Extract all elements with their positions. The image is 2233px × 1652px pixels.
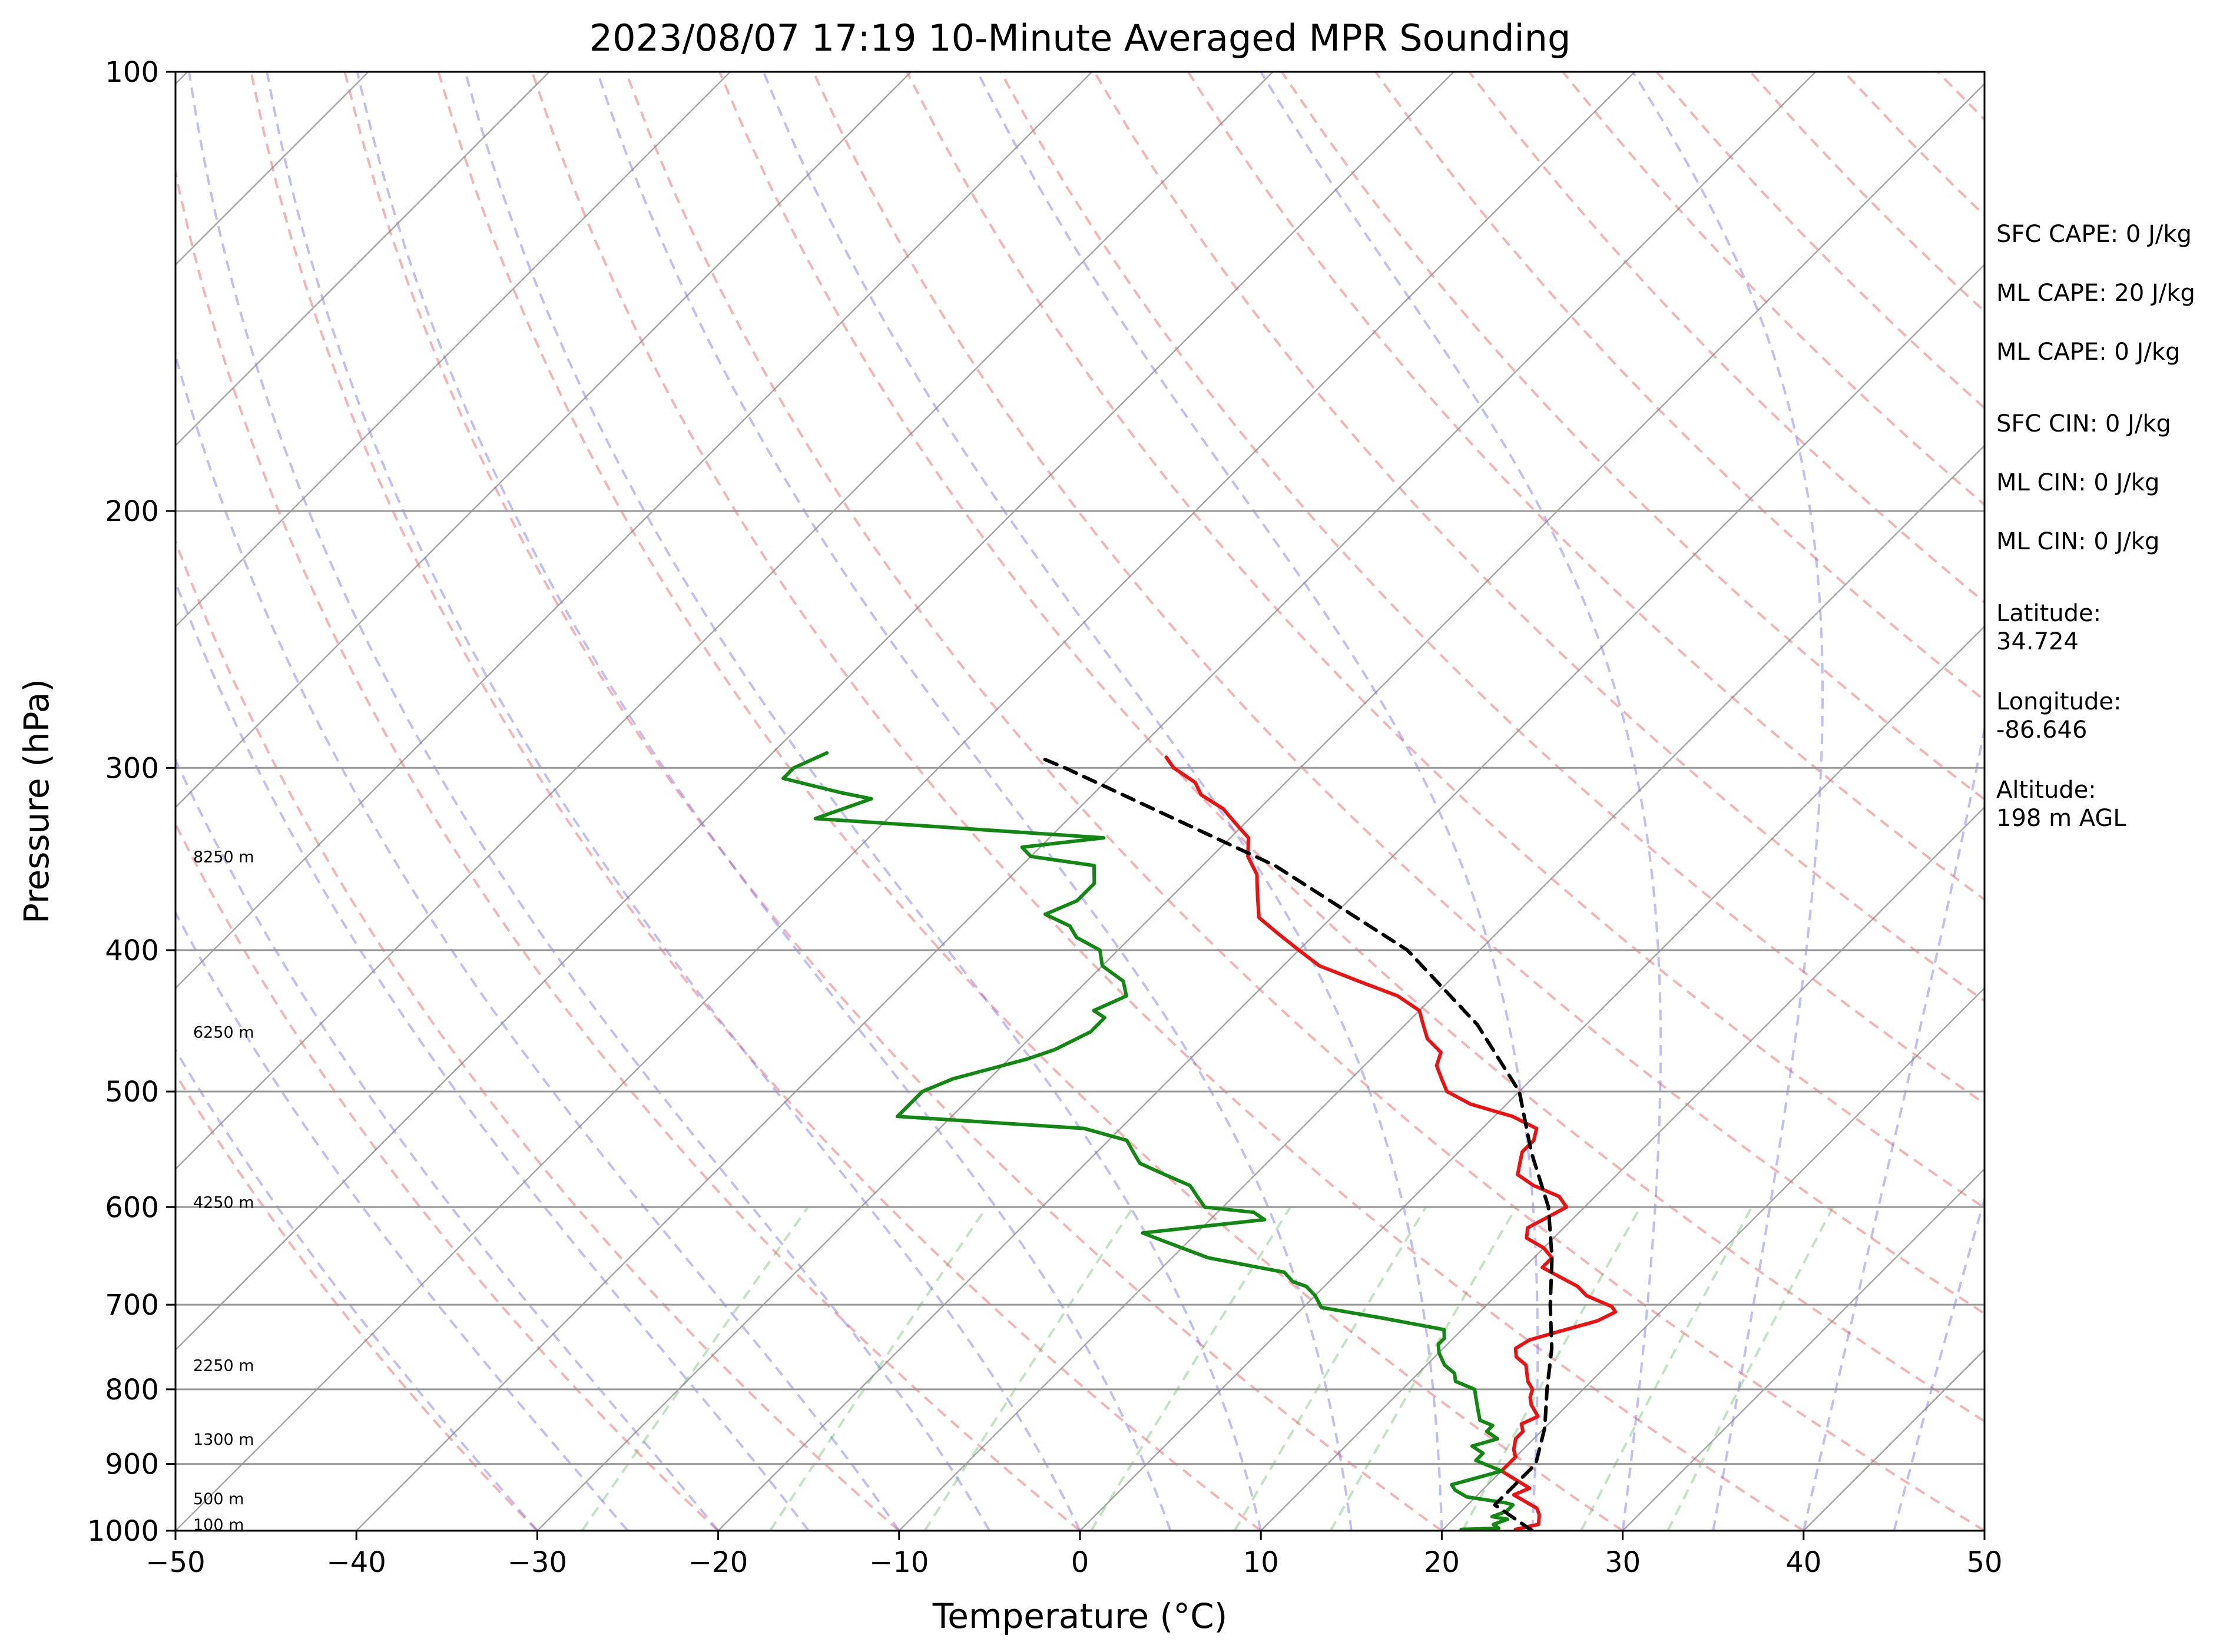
isotherm-line <box>0 72 6 1531</box>
y-axis-label: Pressure (hPa) <box>16 679 57 924</box>
dry-adiabat <box>624 72 1984 1531</box>
y-tick-label: 1000 <box>87 1515 159 1548</box>
x-tick-label: 20 <box>1424 1546 1460 1579</box>
isotherm-line <box>536 82 1984 1531</box>
moist-adiabat <box>976 72 1539 1531</box>
ml-cin-text-1: ML CIN: 0 J/kg <box>1996 469 2160 496</box>
latitude-text: Latitude: 34.724 <box>1996 600 2102 655</box>
y-tick-label: 900 <box>105 1448 159 1481</box>
x-tick-label: 40 <box>1785 1546 1821 1579</box>
moist-adiabat <box>1893 1195 1984 1531</box>
dry-adiabat <box>437 72 1624 1531</box>
dry-adiabat <box>175 821 719 1531</box>
dry-adiabat <box>343 72 1443 1531</box>
moist-adiabat <box>356 72 1172 1531</box>
moist-adiabat <box>762 72 1443 1531</box>
y-tick-label: 100 <box>105 56 159 89</box>
dewpoint-line <box>781 751 1515 1531</box>
height-label: 6250 m <box>193 1024 254 1042</box>
isotherm-line <box>356 72 1817 1531</box>
altitude-text: Altitude: 198 m AGL <box>1996 777 2126 832</box>
ml-cin-text-2: ML CIN: 0 J/kg <box>1996 528 2160 555</box>
height-label: 100 m <box>193 1516 244 1534</box>
isotherm-line <box>175 72 1274 1170</box>
dry-adiabat <box>906 72 1984 1209</box>
dry-adiabat <box>1093 72 1984 1003</box>
height-label: 2250 m <box>193 1357 254 1375</box>
sfc-cin-text: SFC CIN: 0 J/kg <box>1996 410 2171 437</box>
height-label: 1300 m <box>193 1431 254 1449</box>
isotherm-line <box>175 72 1635 1531</box>
moist-adiabat <box>1802 722 1984 1531</box>
dry-adiabat <box>250 72 1262 1531</box>
y-tick-label: 300 <box>105 752 159 785</box>
moist-adiabat <box>1260 72 1662 1531</box>
x-tick-label: 10 <box>1243 1546 1279 1579</box>
x-tick-label: −30 <box>508 1546 567 1579</box>
parcel-line <box>1038 755 1554 1531</box>
isotherm-line <box>175 72 912 808</box>
dry-adiabat <box>2219 72 2233 1531</box>
plot-background <box>175 72 1984 1531</box>
moist-adiabat <box>596 72 1353 1531</box>
x-tick-label: −10 <box>869 1546 929 1579</box>
isotherm-line <box>1622 1167 1984 1531</box>
isotherm-line <box>717 263 1984 1531</box>
x-tick-label: 30 <box>1605 1546 1641 1579</box>
mixing-ratio-line <box>1667 1206 1834 1531</box>
moist-adiabat <box>175 579 810 1531</box>
height-label: 8250 m <box>193 848 254 867</box>
y-tick-label: 700 <box>105 1289 159 1322</box>
dry-adiabat <box>175 538 900 1531</box>
x-tick-label: −40 <box>327 1546 386 1579</box>
background-lines <box>0 72 2233 1531</box>
x-axis-ticks: −50 −40 −30 −20 −10 0 10 20 30 40 50 <box>145 1531 2003 1579</box>
chart-title: 2023/08/07 17:19 10-Minute Averaged MPR … <box>589 16 1571 59</box>
x-tick-label: 0 <box>1071 1546 1089 1579</box>
y-tick-label: 600 <box>105 1191 159 1224</box>
y-tick-label: 200 <box>105 495 159 528</box>
moist-adiabat <box>175 351 900 1531</box>
isotherm-line <box>175 72 550 447</box>
mixing-ratio-line <box>581 1206 809 1531</box>
isotherm-line <box>175 72 1455 1351</box>
dry-adiabat <box>812 72 1984 1315</box>
isotherm-line <box>898 444 1984 1531</box>
dry-adiabat <box>175 165 1081 1531</box>
temperature-line <box>1164 755 1618 1531</box>
dry-adiabat <box>1374 72 1984 702</box>
y-axis-ticks: 100 200 300 400 500 600 700 800 900 1000 <box>87 56 175 1548</box>
moist-adiabat <box>266 72 1081 1531</box>
moist-adiabat <box>175 910 629 1531</box>
isotherm-line <box>1441 987 1984 1531</box>
isotherm-line <box>175 72 1093 990</box>
moist-adiabat <box>175 757 720 1531</box>
sounding-series <box>781 751 1618 1531</box>
longitude-text: Longitude: -86.646 <box>1996 688 2122 744</box>
ml-cape-text-1: ML CAPE: 20 J/kg <box>1996 280 2195 307</box>
isotherm-line <box>1079 625 1984 1531</box>
y-tick-label: 500 <box>105 1076 159 1109</box>
y-tick-label: 800 <box>105 1374 159 1406</box>
dry-adiabat <box>1187 72 1984 901</box>
x-tick-label: −20 <box>688 1546 748 1579</box>
height-label: 4250 m <box>193 1193 254 1212</box>
sfc-cape-text: SFC CAPE: 0 J/kg <box>1996 221 2192 248</box>
x-tick-label: 50 <box>1966 1546 2002 1579</box>
y-tick-label: 400 <box>105 934 159 967</box>
x-axis-label: Temperature (°C) <box>932 1596 1228 1636</box>
x-tick-label: −50 <box>145 1546 205 1579</box>
ml-cape-text-2: ML CAPE: 0 J/kg <box>1996 339 2181 366</box>
dry-adiabat <box>531 72 1804 1531</box>
moist-adiabat <box>175 1048 538 1531</box>
height-label: 500 m <box>193 1490 244 1508</box>
isotherm-line <box>1260 806 1984 1531</box>
mixing-ratio-line <box>769 1206 988 1531</box>
dry-adiabat <box>1280 72 1984 801</box>
moist-adiabat <box>1632 72 1824 1531</box>
isotherm-line <box>175 72 731 628</box>
moist-adiabat <box>464 72 1263 1531</box>
